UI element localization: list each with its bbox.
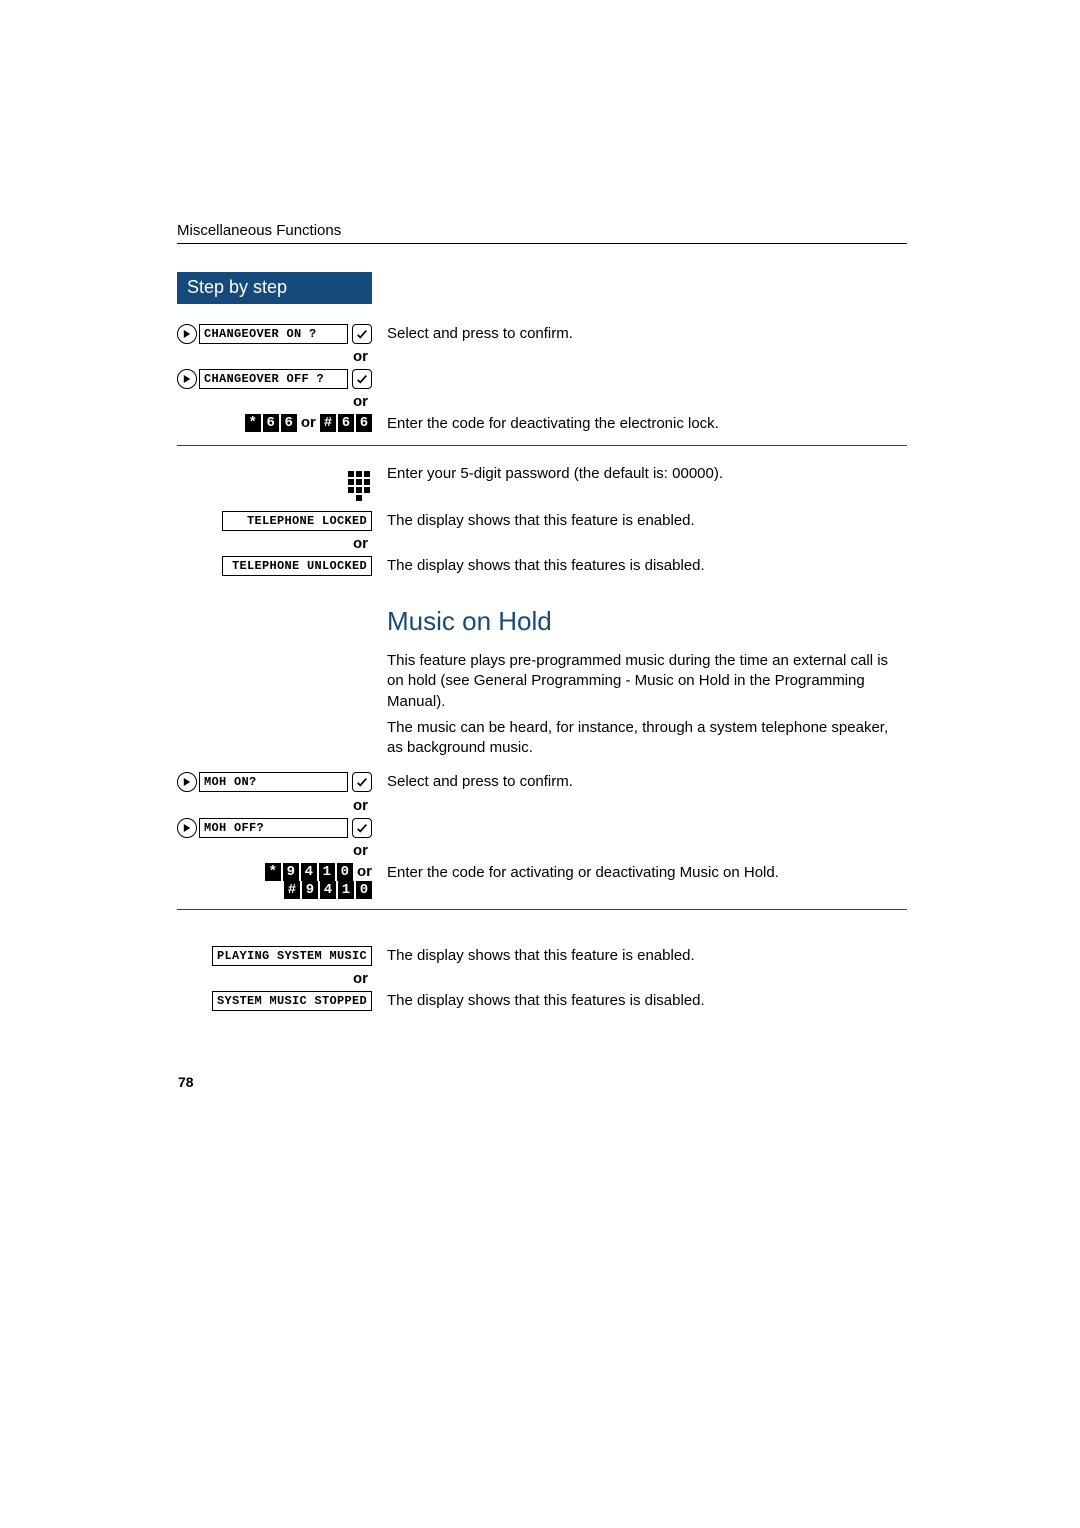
prompt-label: MOH OFF? — [199, 818, 348, 838]
or-label: or — [177, 793, 372, 818]
code-separator: or — [357, 863, 372, 880]
divider — [177, 909, 907, 910]
prompt-moh-off: MOH OFF? — [177, 818, 372, 838]
row-changeover-on: CHANGEOVER ON ? Select and press to conf… — [177, 324, 907, 344]
prompt-label: CHANGEOVER OFF ? — [199, 369, 348, 389]
key: 0 — [337, 863, 353, 881]
scroll-icon — [177, 369, 197, 389]
prompt-label: CHANGEOVER ON ? — [199, 324, 348, 344]
desc-code: Enter the code for deactivating the elec… — [387, 414, 907, 434]
row-unlocked: TELEPHONE UNLOCKED The display shows tha… — [177, 556, 907, 576]
key: # — [284, 881, 300, 899]
display-unlocked: TELEPHONE UNLOCKED — [222, 556, 372, 576]
running-head: Miscellaneous Functions — [177, 222, 907, 244]
keypad-icon — [348, 471, 370, 501]
code-separator: or — [301, 414, 320, 431]
key: 0 — [356, 881, 372, 899]
moh-intro-1: This feature plays pre-programmed music … — [387, 651, 907, 712]
banner-row: Step by step — [177, 272, 907, 304]
confirm-icon — [352, 324, 372, 344]
row-moh-heading: Music on Hold This feature plays pre-pro… — [177, 586, 907, 764]
row-or-2: or — [177, 389, 907, 414]
prompt-changeover-on: CHANGEOVER ON ? — [177, 324, 372, 344]
row-or-5: or — [177, 838, 907, 863]
or-label: or — [177, 344, 372, 369]
confirm-icon — [352, 369, 372, 389]
scroll-icon — [177, 772, 197, 792]
code-sequence: *9410 or #9410 — [177, 863, 372, 899]
desc-code: Enter the code for activating or deactiv… — [387, 863, 907, 883]
or-label: or — [177, 389, 372, 414]
row-moh-code: *9410 or #9410 Enter the code for activa… — [177, 863, 907, 899]
key: 1 — [319, 863, 335, 881]
desc-select: Select and press to confirm. — [387, 772, 907, 792]
key: 6 — [338, 414, 354, 432]
key: 9 — [283, 863, 299, 881]
desc-select: Select and press to confirm. — [387, 324, 907, 344]
row-or-3: or — [177, 531, 907, 556]
row-locked: TELEPHONE LOCKED The display shows that … — [177, 511, 907, 531]
desc-disabled: The display shows that this features is … — [387, 556, 907, 576]
key: * — [265, 863, 281, 881]
step-by-step-banner: Step by step — [177, 272, 372, 304]
display-locked: TELEPHONE LOCKED — [222, 511, 372, 531]
or-label: or — [177, 966, 372, 991]
row-or-6: or — [177, 966, 907, 991]
keys-hash9410: #9410 — [284, 881, 372, 899]
or-label: or — [177, 531, 372, 556]
row-password: Enter your 5-digit password (the default… — [177, 464, 907, 501]
row-moh-on: MOH ON? Select and press to confirm. — [177, 772, 907, 792]
row-playing: PLAYING SYSTEM MUSIC The display shows t… — [177, 946, 907, 966]
moh-intro-2: The music can be heard, for instance, th… — [387, 718, 907, 759]
key: 4 — [320, 881, 336, 899]
row-changeover-off: CHANGEOVER OFF ? — [177, 369, 907, 389]
key: 6 — [263, 414, 279, 432]
desc-enabled: The display shows that this feature is e… — [387, 511, 907, 531]
confirm-icon — [352, 818, 372, 838]
key: * — [245, 414, 261, 432]
desc-disabled: The display shows that this features is … — [387, 991, 907, 1011]
code-sequence: *66 or #66 — [177, 414, 372, 432]
key: # — [320, 414, 336, 432]
key: 1 — [338, 881, 354, 899]
key: 9 — [302, 881, 318, 899]
row-moh-off: MOH OFF? — [177, 818, 907, 838]
desc-enabled: The display shows that this feature is e… — [387, 946, 907, 966]
keys-star66: *66 — [245, 414, 297, 432]
display-playing: PLAYING SYSTEM MUSIC — [212, 946, 372, 966]
row-stopped: SYSTEM MUSIC STOPPED The display shows t… — [177, 991, 907, 1011]
desc-password: Enter your 5-digit password (the default… — [387, 464, 907, 484]
scroll-icon — [177, 324, 197, 344]
moh-heading: Music on Hold — [387, 606, 907, 637]
keys-star9410: *9410 — [265, 863, 353, 881]
row-or-1: or — [177, 344, 907, 369]
page-number: 78 — [178, 1074, 194, 1090]
keys-hash66: #66 — [320, 414, 372, 432]
or-label: or — [177, 838, 372, 863]
prompt-label: MOH ON? — [199, 772, 348, 792]
prompt-changeover-off: CHANGEOVER OFF ? — [177, 369, 372, 389]
key: 6 — [356, 414, 372, 432]
row-or-4: or — [177, 793, 907, 818]
row-lock-code: *66 or #66 Enter the code for deactivati… — [177, 414, 907, 434]
page: Miscellaneous Functions Step by step CHA… — [177, 222, 907, 1011]
scroll-icon — [177, 818, 197, 838]
divider — [177, 445, 907, 446]
key: 6 — [281, 414, 297, 432]
display-stopped: SYSTEM MUSIC STOPPED — [212, 991, 372, 1011]
confirm-icon — [352, 772, 372, 792]
prompt-moh-on: MOH ON? — [177, 772, 372, 792]
key: 4 — [301, 863, 317, 881]
